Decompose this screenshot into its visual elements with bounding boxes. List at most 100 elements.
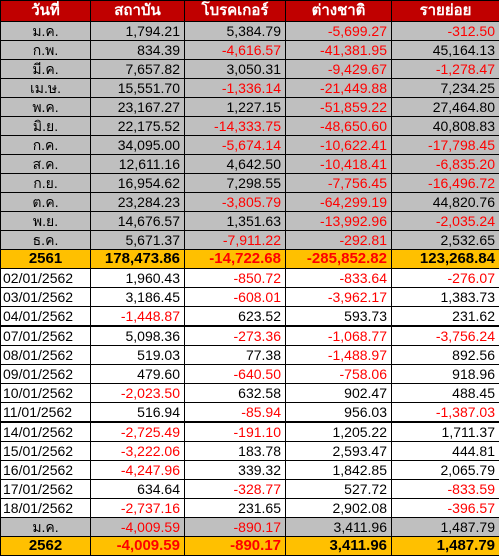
table-row: ก.ค.34,095.00-5,674.14-10,622.41-17,798.…	[1, 136, 499, 155]
institution-value: -4,247.96	[91, 461, 185, 480]
row-label: 17/01/2562	[1, 480, 91, 499]
institution-value: 23,284.23	[91, 193, 185, 212]
row-label: ม.ค.	[1, 22, 91, 41]
broker-value: -890.17	[185, 518, 286, 537]
institution-value: 834.39	[91, 41, 185, 60]
row-label: 2561	[1, 250, 91, 269]
row-label: ต.ค.	[1, 193, 91, 212]
foreign-value: 902.47	[286, 384, 392, 403]
foreign-value: -10,418.41	[286, 155, 392, 174]
institution-value: 5,098.36	[91, 326, 185, 346]
foreign-value: 3,411.96	[286, 537, 392, 556]
retail-value: 444.81	[392, 442, 499, 461]
retail-value: 1,487.79	[392, 537, 499, 556]
foreign-value: -10,622.41	[286, 136, 392, 155]
retail-value: 45,164.13	[392, 41, 499, 60]
broker-value: -3,805.79	[185, 193, 286, 212]
institution-value: 1,960.43	[91, 269, 185, 288]
institution-value: 178,473.86	[91, 250, 185, 269]
foreign-value: -48,650.60	[286, 117, 392, 136]
header-institution: สถาบัน	[91, 1, 185, 22]
row-label: ก.พ.	[1, 41, 91, 60]
foreign-value: -1,488.97	[286, 346, 392, 365]
broker-value: -14,333.75	[185, 117, 286, 136]
retail-value: -276.07	[392, 269, 499, 288]
institution-value: -3,222.06	[91, 442, 185, 461]
foreign-value: -285,852.82	[286, 250, 392, 269]
retail-value: -833.59	[392, 480, 499, 499]
retail-value: -396.57	[392, 499, 499, 518]
foreign-value: -1,068.77	[286, 326, 392, 346]
broker-value: -191.10	[185, 422, 286, 442]
broker-value: 1,227.15	[185, 98, 286, 117]
broker-value: 339.32	[185, 461, 286, 480]
row-label: 07/01/2562	[1, 326, 91, 346]
header-date: วันที่	[1, 1, 91, 22]
foreign-value: -758.06	[286, 365, 392, 384]
broker-value: -1,336.14	[185, 79, 286, 98]
row-label: 02/01/2562	[1, 269, 91, 288]
row-label: เม.ษ.	[1, 79, 91, 98]
foreign-value: 1,842.85	[286, 461, 392, 480]
institution-value: 516.94	[91, 403, 185, 423]
foreign-value: 527.72	[286, 480, 392, 499]
broker-value: -14,722.68	[185, 250, 286, 269]
foreign-value: 2,902.08	[286, 499, 392, 518]
institution-value: 12,611.16	[91, 155, 185, 174]
retail-value: 2,532.65	[392, 231, 499, 250]
broker-value: -850.72	[185, 269, 286, 288]
institution-value: -2,023.50	[91, 384, 185, 403]
row-label: 15/01/2562	[1, 442, 91, 461]
row-label: ก.ค.	[1, 136, 91, 155]
institution-value: -1,448.87	[91, 307, 185, 327]
institution-value: 34,095.00	[91, 136, 185, 155]
broker-value: -890.17	[185, 537, 286, 556]
institution-value: 634.64	[91, 480, 185, 499]
row-label: ส.ค.	[1, 155, 91, 174]
row-label: ก.ย.	[1, 174, 91, 193]
institution-value: -4,009.59	[91, 518, 185, 537]
foreign-value: -41,381.95	[286, 41, 392, 60]
header-foreign: ต่างชาติ	[286, 1, 392, 22]
institution-value: -2,737.16	[91, 499, 185, 518]
retail-value: 231.62	[392, 307, 499, 327]
retail-value: 488.45	[392, 384, 499, 403]
institution-value: 519.03	[91, 346, 185, 365]
header-row: วันที่ สถาบัน โบรคเกอร์ ต่างชาติ รายย่อย	[1, 1, 499, 22]
retail-value: 1,711.37	[392, 422, 499, 442]
broker-value: -640.50	[185, 365, 286, 384]
broker-value: 77.38	[185, 346, 286, 365]
broker-value: -4,616.57	[185, 41, 286, 60]
institution-value: 1,794.21	[91, 22, 185, 41]
institution-value: 7,657.82	[91, 60, 185, 79]
broker-value: 632.58	[185, 384, 286, 403]
retail-value: -1,278.47	[392, 60, 499, 79]
broker-value: 4,642.50	[185, 155, 286, 174]
broker-value: -85.94	[185, 403, 286, 423]
institution-value: 16,954.62	[91, 174, 185, 193]
broker-value: -328.77	[185, 480, 286, 499]
retail-value: 2,065.79	[392, 461, 499, 480]
header-broker: โบรคเกอร์	[185, 1, 286, 22]
foreign-value: -292.81	[286, 231, 392, 250]
foreign-value: 956.03	[286, 403, 392, 423]
institution-value: -4,009.59	[91, 537, 185, 556]
retail-value: 44,820.76	[392, 193, 499, 212]
